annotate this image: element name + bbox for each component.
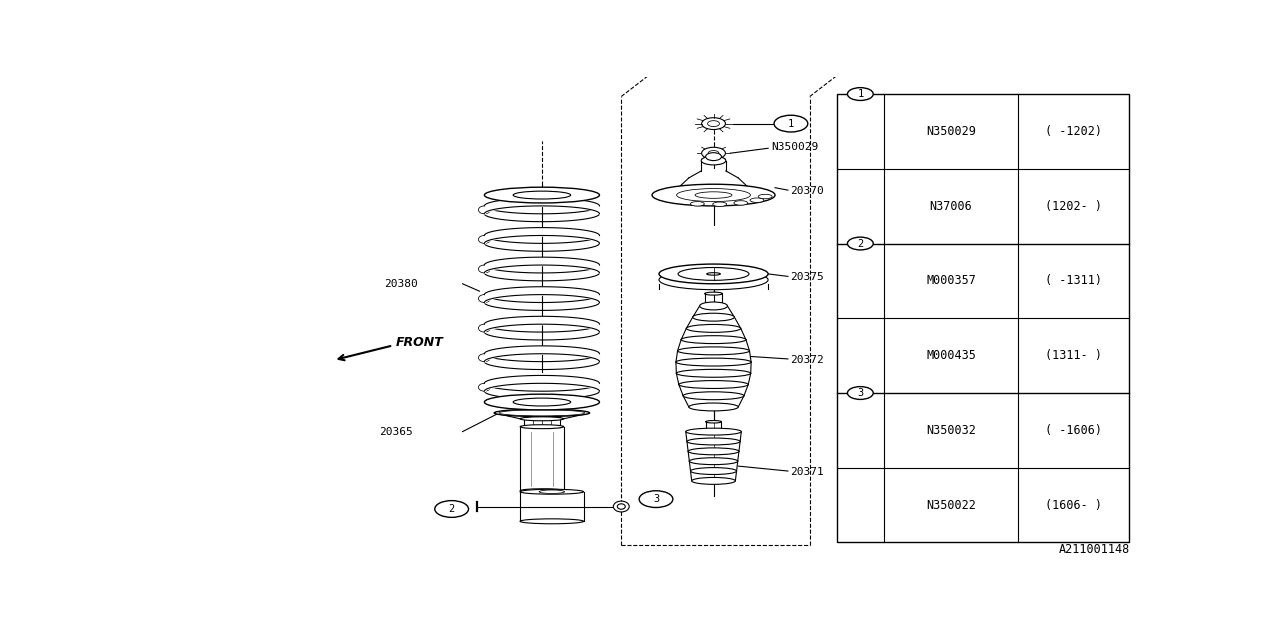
Circle shape (435, 500, 468, 517)
Text: M000357: M000357 (927, 275, 977, 287)
Ellipse shape (686, 428, 741, 435)
Ellipse shape (689, 448, 739, 455)
Ellipse shape (684, 392, 744, 400)
Ellipse shape (520, 425, 563, 429)
Ellipse shape (479, 236, 490, 243)
Circle shape (701, 147, 726, 159)
Text: ( -1311): ( -1311) (1046, 275, 1102, 287)
Text: ( -1606): ( -1606) (1046, 424, 1102, 437)
Text: 20372: 20372 (790, 355, 823, 365)
Ellipse shape (524, 410, 559, 413)
Text: 20365: 20365 (379, 427, 413, 436)
Text: (1606- ): (1606- ) (1046, 499, 1102, 511)
Text: 3: 3 (653, 494, 659, 504)
Ellipse shape (479, 265, 490, 273)
Text: 3: 3 (858, 388, 864, 398)
Ellipse shape (687, 438, 740, 445)
Text: ( -1202): ( -1202) (1046, 125, 1102, 138)
Ellipse shape (758, 195, 772, 199)
Ellipse shape (713, 202, 727, 207)
Ellipse shape (539, 490, 564, 493)
Ellipse shape (750, 198, 764, 202)
Text: A211001148: A211001148 (1059, 543, 1130, 556)
Ellipse shape (520, 489, 584, 494)
Ellipse shape (692, 313, 735, 321)
Circle shape (639, 491, 673, 508)
Text: 2: 2 (448, 504, 454, 514)
Ellipse shape (681, 336, 746, 344)
Ellipse shape (689, 403, 739, 411)
Text: 1: 1 (787, 118, 794, 129)
Ellipse shape (690, 468, 736, 474)
Text: N350029: N350029 (927, 125, 977, 138)
Text: N37006: N37006 (929, 200, 973, 212)
Ellipse shape (652, 184, 776, 206)
Ellipse shape (524, 398, 559, 401)
Ellipse shape (484, 187, 599, 203)
Ellipse shape (700, 302, 727, 310)
Text: 20370: 20370 (790, 186, 823, 196)
Ellipse shape (707, 273, 721, 275)
Circle shape (701, 118, 726, 129)
Ellipse shape (690, 458, 737, 465)
Circle shape (847, 387, 873, 399)
Ellipse shape (494, 409, 590, 417)
Ellipse shape (691, 477, 736, 484)
Ellipse shape (690, 202, 704, 206)
Ellipse shape (701, 156, 726, 165)
Text: N350022: N350022 (927, 499, 977, 511)
Text: FRONT: FRONT (396, 337, 444, 349)
Text: M000435: M000435 (927, 349, 977, 362)
Text: N350029: N350029 (771, 142, 818, 152)
Ellipse shape (678, 381, 749, 388)
Ellipse shape (676, 369, 750, 377)
Text: 20380: 20380 (384, 279, 417, 289)
Ellipse shape (479, 324, 490, 332)
Circle shape (774, 115, 808, 132)
Ellipse shape (613, 501, 630, 512)
Ellipse shape (686, 324, 741, 332)
Text: 1: 1 (858, 89, 864, 99)
Text: 20375: 20375 (790, 273, 823, 282)
Circle shape (847, 237, 873, 250)
Ellipse shape (479, 383, 490, 391)
Ellipse shape (733, 201, 748, 205)
Ellipse shape (704, 292, 722, 295)
Circle shape (705, 153, 722, 161)
Text: (1311- ): (1311- ) (1046, 349, 1102, 362)
Ellipse shape (484, 394, 599, 410)
Circle shape (847, 88, 873, 100)
Ellipse shape (520, 417, 563, 420)
Text: (1202- ): (1202- ) (1046, 200, 1102, 212)
Text: N350032: N350032 (927, 424, 977, 437)
Ellipse shape (479, 206, 490, 214)
Ellipse shape (705, 420, 722, 423)
Ellipse shape (479, 354, 490, 362)
Ellipse shape (677, 347, 750, 355)
Text: 20371: 20371 (790, 467, 823, 477)
Text: 2: 2 (858, 239, 864, 248)
Ellipse shape (479, 294, 490, 303)
Ellipse shape (676, 358, 751, 366)
Ellipse shape (659, 264, 768, 284)
